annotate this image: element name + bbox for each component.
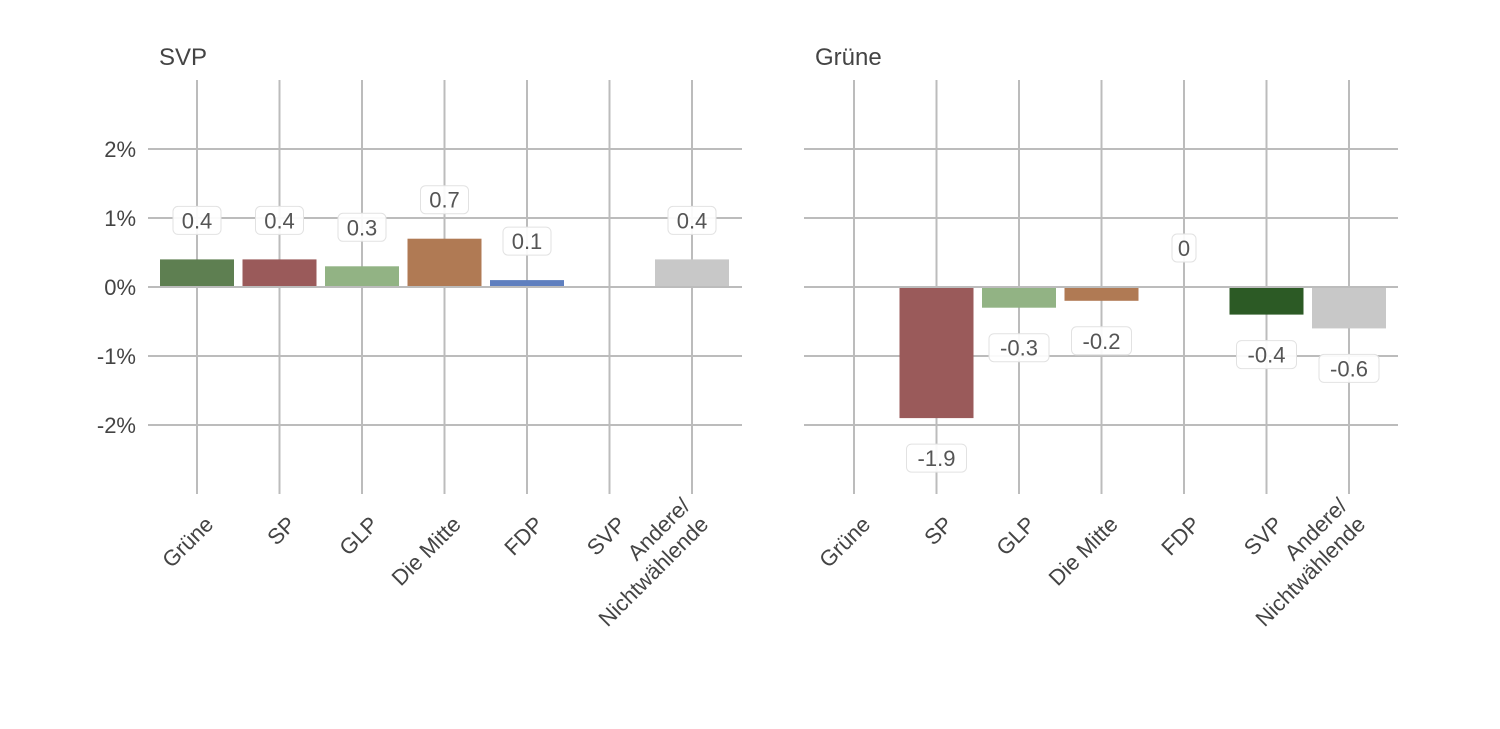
panel1-data-label-bg [255, 205, 304, 235]
panel1-xtick-label: SP [262, 512, 300, 550]
panel2-bar [1229, 287, 1304, 315]
panel2-xtick-label: SVP [1239, 512, 1288, 561]
panel2-data-label: -0.6 [1330, 356, 1368, 381]
panel1-data-label-bg [420, 185, 469, 215]
panel1-ytick-label: 2% [104, 137, 136, 162]
panel1-data-label: 0.7 [429, 188, 460, 213]
panel1-bar [160, 259, 234, 287]
panel1-xtick-label: SVP [582, 512, 631, 561]
panel2-bar [1064, 287, 1139, 301]
panel1-bar [407, 238, 482, 287]
panel1-data-label-bg [172, 205, 222, 235]
panel2-xtick-label: Andere/Nichtwählende [1232, 493, 1371, 632]
panel2-data-label-bg [988, 333, 1050, 363]
panel1-xtick-label: GLP [334, 512, 383, 561]
panel2-xtick-label: Grüne [814, 512, 875, 573]
panel1-xtick-label: Die Mitte [387, 512, 466, 591]
panel1-data-label: 0.3 [347, 215, 378, 240]
panel1-xtick-label: Grüne [157, 512, 218, 573]
panel2-data-label: -1.9 [918, 446, 956, 471]
panel2-bar [899, 287, 974, 419]
panel2-data-label: -0.3 [1000, 336, 1038, 361]
panel1-data-label: 0.4 [677, 208, 708, 233]
panel2-title: Grüne [815, 44, 882, 71]
panel2-data-label-bg [1236, 340, 1297, 370]
panel1-data-label: 0.1 [512, 229, 543, 254]
panel2-data-label-bg [1071, 326, 1132, 356]
panel1-xtick-label: Andere/Nichtwählende [575, 493, 714, 632]
panel1-data-label: 0.4 [182, 208, 213, 233]
panel1-ytick-label: -1% [97, 344, 136, 369]
panel2-bar [1312, 287, 1386, 329]
panel2-data-label: -0.2 [1083, 329, 1121, 354]
panel1-ytick-label: 1% [104, 206, 136, 231]
panel2-xtick-label: SP [919, 512, 957, 550]
panel1-xtick-label: FDP [499, 512, 548, 561]
panel1-bar [655, 259, 729, 287]
panel2-bar [982, 287, 1056, 308]
panel1-data-label: 0.4 [264, 208, 295, 233]
panel2-data-label-bg [906, 443, 967, 473]
panel2-xtick-label: Die Mitte [1044, 512, 1123, 591]
panel1-title: SVP [159, 44, 207, 71]
panel1-bar [242, 259, 317, 287]
panel1-bar [490, 280, 564, 287]
panel2-xtick-label: GLP [991, 512, 1040, 561]
panel1-data-label-bg [502, 226, 552, 256]
panel1-ytick-label: -2% [97, 413, 136, 438]
panel2-data-label: 0 [1178, 236, 1190, 261]
panel1-data-label-bg [667, 205, 717, 235]
panel2-data-label-bg [1318, 353, 1380, 383]
panel2-xtick-label: FDP [1156, 512, 1205, 561]
panel2-data-label-bg [1171, 233, 1197, 263]
panel1-data-label-bg [337, 212, 387, 242]
panel1-bar [325, 266, 399, 287]
panel2-data-label: -0.4 [1248, 343, 1286, 368]
panel1-ytick-label: 0% [104, 275, 136, 300]
